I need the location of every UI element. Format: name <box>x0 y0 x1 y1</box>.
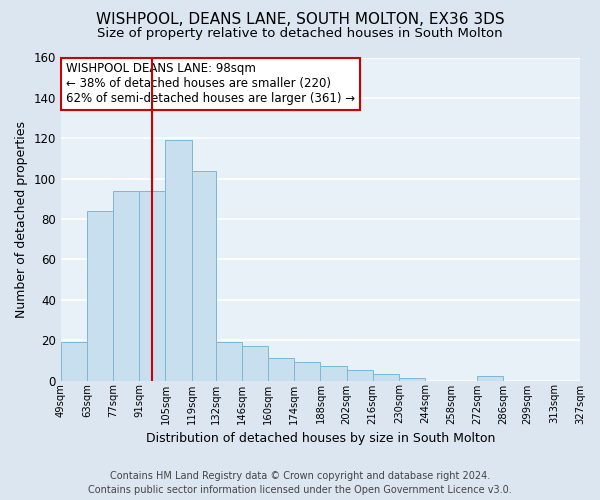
Bar <box>166 140 191 380</box>
Bar <box>320 366 347 380</box>
Text: WISHPOOL DEANS LANE: 98sqm
← 38% of detached houses are smaller (220)
62% of sem: WISHPOOL DEANS LANE: 98sqm ← 38% of deta… <box>66 62 355 106</box>
Bar <box>191 170 216 380</box>
Bar <box>294 362 320 380</box>
Bar <box>216 342 242 380</box>
Text: Contains HM Land Registry data © Crown copyright and database right 2024.
Contai: Contains HM Land Registry data © Crown c… <box>88 471 512 495</box>
Text: Size of property relative to detached houses in South Molton: Size of property relative to detached ho… <box>97 28 503 40</box>
Bar <box>373 374 399 380</box>
Bar <box>268 358 294 380</box>
Bar <box>347 370 373 380</box>
Bar <box>477 376 503 380</box>
X-axis label: Distribution of detached houses by size in South Molton: Distribution of detached houses by size … <box>146 432 495 445</box>
Y-axis label: Number of detached properties: Number of detached properties <box>15 120 28 318</box>
Bar <box>399 378 425 380</box>
Bar <box>87 211 113 380</box>
Bar <box>113 190 139 380</box>
Text: WISHPOOL, DEANS LANE, SOUTH MOLTON, EX36 3DS: WISHPOOL, DEANS LANE, SOUTH MOLTON, EX36… <box>95 12 505 28</box>
Bar <box>139 190 166 380</box>
Bar <box>61 342 87 380</box>
Bar <box>242 346 268 380</box>
